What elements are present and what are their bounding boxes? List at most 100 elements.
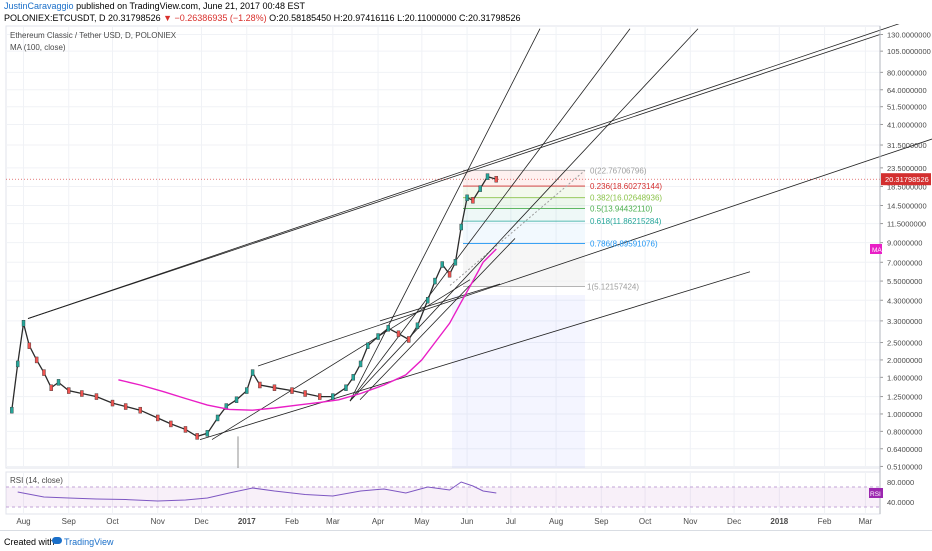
candle	[27, 342, 32, 349]
x-tick-label: 2017	[238, 517, 256, 526]
fib-level-label: 0.5(13.94432110)	[590, 205, 653, 214]
candle	[459, 223, 463, 231]
candle	[250, 369, 255, 376]
y-tick-label: 9.0000000	[887, 239, 922, 248]
candle	[56, 379, 61, 386]
candle	[344, 384, 348, 391]
candle	[331, 393, 335, 400]
fib-level-label: 0.382(16.02648936)	[590, 194, 662, 203]
author-link[interactable]: JustinCaravaggio	[4, 1, 74, 11]
symbol-label: POLONIEX:ETCUSDT, D	[4, 13, 106, 23]
y-tick-label: 2.0000000	[887, 356, 922, 365]
rsi-legend-label: RSI (14, close)	[10, 476, 63, 485]
last-value: 20.31798526	[108, 13, 161, 23]
candle	[183, 426, 188, 433]
candle	[290, 387, 294, 394]
tradingview-brand[interactable]: TradingView	[64, 537, 114, 547]
candle	[156, 414, 160, 422]
candle	[465, 194, 469, 202]
fib-level-label: 0(22.76706796)	[590, 166, 647, 175]
axis-layer: Aug Sep Oct Nov Dec 2017 Feb Mar Apr May Jun Jul Aug…	[16, 26, 931, 526]
x-tick-label: Jul	[506, 517, 516, 526]
fib-trend-line	[449, 169, 586, 286]
x-tick-label: Feb	[818, 517, 832, 526]
x-tick-label: Nov	[683, 517, 697, 526]
price-pane-frame	[5, 25, 881, 469]
candle	[494, 175, 498, 183]
candle	[245, 387, 249, 394]
candle	[386, 325, 390, 332]
chart-header: JustinCaravaggio published on TradingVie…	[0, 0, 932, 24]
rsi-y-tick-label: 40.0000	[887, 498, 914, 507]
x-tick-label: Nov	[151, 517, 165, 526]
candle	[415, 322, 420, 329]
candle	[234, 396, 239, 403]
y-tick-label: 3.3000000	[887, 317, 922, 326]
candle	[80, 390, 84, 397]
date-range-box	[452, 295, 585, 468]
candle	[351, 374, 355, 381]
x-tick-label: Apr	[372, 517, 385, 526]
publish-info: JustinCaravaggio published on TradingVie…	[4, 1, 305, 12]
x-tick-label: Jun	[461, 517, 474, 526]
candle	[376, 333, 380, 340]
price-line	[11, 175, 497, 438]
chart-title: Ethereum Classic / Tether USD, D, POLONI…	[10, 31, 177, 40]
y-tick-label: 51.5000000	[887, 103, 927, 112]
y-tick-label: 1.2500000	[887, 393, 922, 402]
price-series-layer	[10, 173, 498, 502]
candle	[67, 387, 71, 394]
change-value: ▼ −0.26386935 (−1.28%)	[163, 13, 267, 23]
grid-layer	[5, 25, 881, 515]
y-tick-label: 0.5100000	[887, 462, 922, 471]
candle	[215, 414, 220, 422]
candle	[447, 271, 452, 278]
y-tick-label: 105.0000000	[887, 47, 931, 56]
trend-line	[349, 28, 541, 402]
rsi-badge	[869, 488, 883, 498]
y-tick-label: 1.0000000	[887, 410, 922, 419]
created-with-text: Created with	[4, 537, 55, 547]
y-tick-label: 5.5000000	[887, 277, 922, 286]
last-price-label: 20.31798526	[885, 175, 929, 184]
candle	[94, 393, 99, 400]
fib-level-label: 0.786(8.89591076)	[590, 240, 658, 249]
price-chart[interactable]: 0(22.76706796) 0.236(18.60273144) 0.382(16…	[0, 24, 932, 530]
fib-zone	[463, 243, 585, 287]
y-tick-label: 11.5000000	[887, 220, 926, 229]
y-tick-label: 2.5000000	[887, 339, 922, 348]
fib-zone	[463, 186, 585, 198]
ma-line	[118, 248, 497, 411]
x-tick-label: Aug	[16, 517, 30, 526]
x-tick-label: Feb	[285, 517, 299, 526]
candle	[21, 320, 26, 327]
published-text: published on TradingView.com, June 21, 2…	[76, 1, 306, 11]
candle	[453, 259, 458, 266]
fib-level-label: 0.618(11.86215284)	[590, 217, 662, 226]
candle	[478, 185, 482, 192]
candle	[366, 342, 370, 349]
x-tick-label: Sep	[62, 517, 77, 526]
trend-line	[349, 28, 631, 402]
candle	[138, 406, 142, 414]
candle	[440, 261, 444, 268]
y-tick-label: 1.6000000	[887, 373, 922, 382]
candle	[358, 360, 363, 368]
tradingview-logo-icon	[52, 537, 62, 544]
x-tick-label: Mar	[859, 517, 873, 526]
x-tick-label: Oct	[106, 517, 119, 526]
candle	[303, 390, 307, 397]
rsi-y-tick-label: 80.0000	[887, 478, 914, 487]
y-tick-label: 0.8000000	[887, 427, 922, 436]
y-tick-label: 7.0000000	[887, 258, 922, 267]
chart-labels-layer: 0(22.76706796) 0.236(18.60273144) 0.382(16…	[10, 31, 662, 485]
x-tick-label: May	[414, 517, 429, 526]
candle	[205, 430, 210, 437]
candle	[272, 384, 277, 391]
fib-zone	[463, 221, 585, 244]
candle	[34, 356, 39, 364]
x-tick-label: Dec	[727, 517, 741, 526]
y-tick-label: 31.5000000	[887, 141, 927, 150]
trend-line	[27, 24, 900, 319]
y-tick-label: 80.0000000	[887, 68, 927, 77]
